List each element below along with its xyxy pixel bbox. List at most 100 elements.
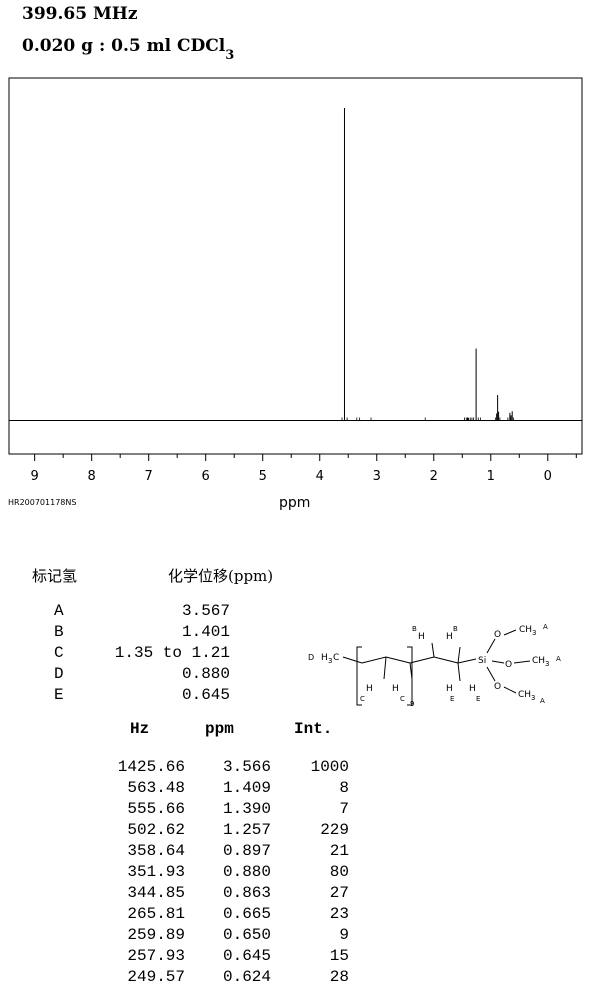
peak-ppm: 0.645	[222, 947, 271, 965]
table-row: 555.66 1.390 7	[0, 800, 360, 821]
x-tick-label-3: 3	[373, 469, 381, 484]
label-c-right: C	[400, 695, 405, 703]
table-row: 563.48 1.409 8	[0, 779, 360, 800]
methyl-middle: CH	[532, 656, 545, 666]
x-axis-label: ppm	[279, 495, 311, 511]
peak-intensity: 8	[339, 779, 349, 797]
assignment-header-hydrogen: 标记氢	[32, 567, 78, 585]
sample-subscript: 3	[225, 48, 235, 64]
table-row: 351.93 0.880 80	[0, 863, 360, 884]
peak-ppm: 3.566	[222, 758, 271, 776]
oxygen-top: O	[494, 630, 501, 640]
table-row: 344.85 0.863 27	[0, 884, 360, 905]
table-row: 358.64 0.897 21	[0, 842, 360, 863]
assignment-shift: 1.401	[181, 623, 230, 641]
methyl-top: CH	[519, 625, 532, 635]
x-tick-label-8: 8	[88, 469, 96, 484]
methyl-middle-sub: 3	[545, 660, 549, 668]
peak-hz: 259.89	[127, 926, 185, 944]
assignment-shift: 3.567	[181, 602, 230, 620]
h-b-left: H	[418, 632, 425, 642]
x-axis-ticks: 9 8 7 6 5 4 3 2 1 0	[31, 454, 577, 484]
structure-bonds	[342, 629, 531, 706]
peak-hz: 502.62	[127, 821, 185, 839]
peak-intensity: 80	[329, 863, 349, 881]
peak-intensity: 1000	[310, 758, 349, 776]
peak-ppm: 1.390	[222, 800, 271, 818]
structure-labels: D H 3 C H C H C 9 B H H B H E H E Si O C…	[308, 623, 561, 708]
assignment-shift: 0.645	[181, 686, 230, 704]
label-e-right: E	[476, 695, 480, 703]
sample-description: 0.020 g : 0.5 ml CDCl3	[22, 36, 234, 63]
table-row: 257.93 0.645 15	[0, 947, 360, 968]
assignment-row: D 0.880	[0, 665, 300, 686]
h-b-right: H	[446, 632, 453, 642]
peak-hz: 555.66	[127, 800, 185, 818]
assignment-header-shift: 化学位移(ppm)	[168, 567, 274, 585]
label-b-left: B	[412, 625, 417, 633]
molecular-structure: D H 3 C H C H C 9 B H H B H E H E Si O C…	[308, 623, 561, 708]
h-e-right: H	[469, 684, 476, 694]
peak-hz: 563.48	[127, 779, 185, 797]
peak-intensity: 23	[329, 905, 349, 923]
assignment-label: B	[54, 623, 64, 641]
peak-series	[343, 108, 513, 420]
spectrometer-frequency: 399.65 MHz	[22, 4, 138, 24]
x-tick-label-2: 2	[430, 469, 438, 484]
baseline-noise	[341, 417, 514, 420]
peak-ppm: 0.863	[222, 884, 271, 902]
peak-ppm: 0.650	[222, 926, 271, 944]
nmr-spectrum-chart: 9 8 7 6 5 4 3 2 1 0	[8, 77, 583, 484]
assignment-row: A 3.567	[0, 602, 300, 623]
table-row: 1425.66 3.566 1000	[0, 758, 360, 779]
label-a-bottom: A	[540, 697, 545, 705]
oxygen-bottom: O	[494, 682, 501, 692]
sample-text: 0.020 g : 0.5 ml CDCl	[22, 36, 226, 56]
assignment-shift: 0.880	[181, 665, 230, 683]
peak-ppm: 0.880	[222, 863, 271, 881]
peak-table-header-ppm: ppm	[205, 720, 234, 738]
peak-hz: 351.93	[127, 863, 185, 881]
label-e-left: E	[450, 695, 454, 703]
methyl-h: H	[321, 653, 328, 663]
methyl-top-sub: 3	[532, 629, 536, 637]
peak-intensity: 15	[329, 947, 349, 965]
oxygen-middle: O	[505, 660, 512, 670]
assignment-row: C 1.35 to 1.21	[0, 644, 300, 665]
peak-ppm: 1.409	[222, 779, 271, 797]
peak-table-header-int: Int.	[294, 720, 333, 738]
assignment-row: E 0.645	[0, 686, 300, 707]
x-tick-label-0: 0	[544, 469, 552, 484]
plot-frame	[8, 77, 583, 455]
peak-table-header-hz: Hz	[130, 720, 150, 738]
peak-ppm: 0.897	[222, 842, 271, 860]
label-c-left: C	[360, 695, 365, 703]
x-tick-label-5: 5	[259, 469, 267, 484]
peak-hz: 358.64	[127, 842, 185, 860]
assignment-label: E	[54, 686, 64, 704]
assignment-label: A	[54, 602, 64, 620]
label-a-top: A	[543, 623, 548, 631]
repeat-count: 9	[410, 700, 414, 708]
x-tick-label-4: 4	[316, 469, 324, 484]
peak-ppm: 1.257	[222, 821, 271, 839]
table-row: 249.57 0.624 28	[0, 968, 360, 989]
peak-ppm: 0.665	[222, 905, 271, 923]
assignment-row: B 1.401	[0, 623, 300, 644]
assignment-label: C	[54, 644, 64, 662]
peak-ppm: 0.624	[222, 968, 271, 986]
peak-intensity: 229	[320, 821, 349, 839]
peak-intensity: 27	[329, 884, 349, 902]
assignment-label: D	[54, 665, 64, 683]
methyl-bottom: CH	[518, 690, 531, 700]
peak-hz: 249.57	[127, 968, 185, 986]
label-a-middle: A	[556, 655, 561, 663]
peak-hz: 1425.66	[117, 758, 185, 776]
peak-intensity: 9	[339, 926, 349, 944]
peak-hz: 265.81	[127, 905, 185, 923]
label-b-right: B	[453, 625, 458, 633]
x-tick-label-6: 6	[202, 469, 210, 484]
x-tick-label-1: 1	[487, 469, 495, 484]
h-e-left: H	[446, 684, 453, 694]
table-row: 259.89 0.650 9	[0, 926, 360, 947]
